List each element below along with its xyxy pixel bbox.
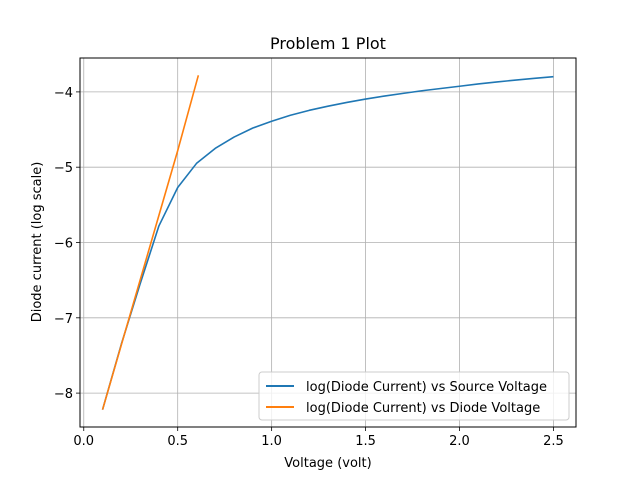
x-tick-label: 0.5 [167, 434, 188, 449]
x-tick-label: 2.0 [449, 434, 470, 449]
legend-box [258, 371, 570, 421]
y-tick-label: −8 [54, 387, 73, 402]
y-tick-label: −6 [54, 237, 73, 252]
y-tick-label: −7 [54, 312, 73, 327]
x-ticks: 0.0 0.5 1.0 1.5 2.0 2.5 [73, 427, 564, 449]
legend-label-diode: log(Diode Current) vs Diode Voltage [306, 401, 540, 416]
x-tick-label: 1.5 [355, 434, 376, 449]
series-line-diode-voltage [101, 75, 200, 410]
legend-label-source: log(Diode Current) vs Source Voltage [306, 380, 547, 395]
y-ticks: −8 −7 −6 −5 −4 [54, 86, 80, 402]
x-tick-label: 1.0 [261, 434, 282, 449]
chart-title: Problem 1 Plot [270, 34, 386, 53]
x-tick-label: 0.0 [73, 434, 94, 449]
plot-lines [101, 75, 554, 410]
y-axis-label: Diode current (log scale) [30, 162, 45, 323]
x-axis-label: Voltage (volt) [284, 456, 371, 471]
series-line-source-voltage [101, 75, 554, 410]
y-tick-label: −4 [54, 86, 73, 101]
legend: log(Diode Current) vs Source Voltage log… [258, 371, 570, 421]
grid [80, 58, 576, 427]
x-tick-label: 2.5 [543, 434, 564, 449]
y-tick-label: −5 [54, 161, 73, 176]
